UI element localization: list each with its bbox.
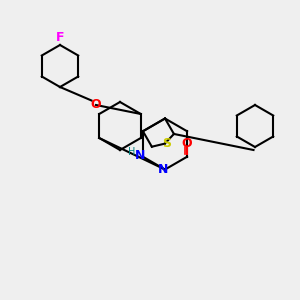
Text: N: N xyxy=(158,163,169,176)
Text: N: N xyxy=(135,149,145,162)
Text: S: S xyxy=(162,137,171,150)
Text: O: O xyxy=(182,137,192,150)
Text: F: F xyxy=(56,31,64,44)
Text: H: H xyxy=(128,147,135,157)
Text: O: O xyxy=(91,98,101,112)
